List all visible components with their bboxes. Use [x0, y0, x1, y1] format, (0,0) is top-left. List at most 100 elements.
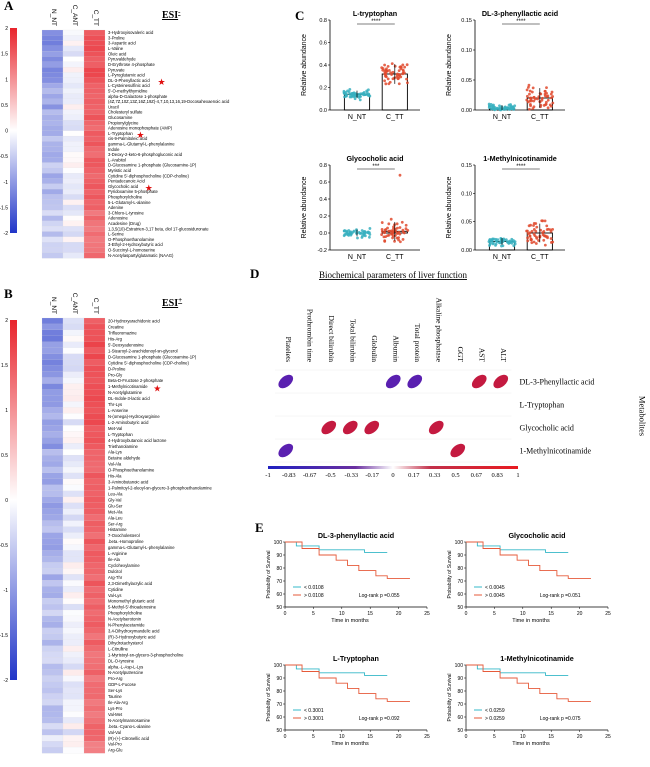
heatmap-cell	[41, 693, 64, 700]
heatmap-cell	[62, 675, 85, 682]
metabolite-label: Glucosamine	[108, 115, 133, 120]
heatmap-cell	[62, 141, 85, 148]
metabolite-row-label: DL-3-Phenyllactic acid	[520, 378, 595, 387]
heatmap-cell	[83, 199, 106, 206]
bar-scatter-plot: L-tryptophan 0.0 0.2 0.4 0.6 0.8 Relative abun…	[301, 9, 420, 121]
metabolite-label: Histamine	[108, 527, 127, 532]
plot-title: L-Tryptophan	[333, 654, 379, 663]
heatmap-cell	[41, 443, 64, 450]
heatmap-cell	[62, 627, 85, 635]
heatmap-cell	[41, 460, 64, 468]
heatmap-cell	[62, 383, 85, 390]
heatmap-cell	[83, 449, 106, 456]
data-point	[368, 231, 371, 235]
logrank-p: Log-rank p =0.055	[359, 593, 400, 599]
heatmap-cell	[83, 556, 106, 563]
heatmap-cell	[41, 120, 64, 126]
heatmap-panel-a: A ESI- N_NT C_ANT C_TT 3-Hydroxyisovaleric ac…	[0, 0, 230, 259]
data-point	[397, 69, 401, 73]
heatmap-cell	[41, 419, 64, 426]
metabolite-label: Ser-Arg	[108, 521, 123, 526]
heatmap-cell	[62, 194, 85, 201]
scale-label: -0.5	[325, 472, 335, 479]
data-point	[349, 230, 353, 234]
metabolite-label: Cytidine 5'-diphosphocholine (CDP-cholin…	[108, 173, 189, 178]
legend-low-label: < 0.0045	[485, 585, 505, 591]
data-point	[540, 219, 544, 223]
y-axis-label: Probability of Survival	[447, 673, 453, 721]
heatmap-cell	[62, 359, 85, 367]
heatmap-cell	[83, 114, 106, 121]
heatmap-cell	[62, 77, 85, 84]
heatmap-cell	[62, 82, 85, 89]
data-point	[348, 87, 352, 91]
y-tick-label: 80	[457, 566, 463, 572]
metabolite-label: 2,3-Dimethylacrylic acid	[108, 581, 153, 586]
y-tick-label: 100	[274, 540, 283, 546]
heatmap-cell	[41, 597, 64, 605]
heatmap-title-sup: -	[178, 8, 181, 16]
heatmap-cell	[83, 544, 106, 551]
survival-plot: 1-Methylnicotinamide 50 60 70 80 90 100 0 5 10 15 2…	[447, 654, 611, 747]
data-point	[386, 64, 390, 68]
heatmap-cell	[83, 699, 106, 706]
column-label: C_ANT	[71, 293, 78, 314]
heatmap-cell	[62, 135, 85, 142]
heatmap-cell	[62, 67, 85, 73]
heatmap-cell	[62, 615, 85, 623]
data-point	[380, 228, 384, 231]
bar-scatter-plot: 1-Methylnicotinamide 0.00 0.05 0.10 0.15 Rela…	[446, 154, 565, 261]
high-group-curve	[466, 541, 591, 579]
metabolite-label: His-Ala	[108, 474, 122, 479]
metabolite-label: 5'-Deoxyadenosine	[108, 342, 144, 347]
correlation-ellipse	[364, 420, 380, 435]
star-marker: ★	[157, 77, 165, 87]
metabolite-label: Acadesine (Drug)	[108, 221, 141, 226]
data-point	[393, 239, 396, 243]
legend-low-label: < 0.0108	[304, 585, 324, 591]
scale-label: 0.83	[491, 472, 502, 479]
metabolite-label: Ala-Leu	[108, 515, 123, 520]
x-tick-label: 0	[284, 734, 287, 740]
panel-letter: E	[255, 520, 264, 535]
y-tick-label: 0.0	[319, 108, 327, 114]
x-tick-label: 20	[577, 611, 583, 617]
heatmap-cell	[83, 597, 106, 605]
metabolite-label: Glu-Ser	[108, 503, 123, 508]
heatmap-cell	[62, 460, 85, 468]
scale-tick: 1	[5, 408, 8, 414]
heatmap-cell	[62, 335, 85, 343]
heatmap-cell	[41, 746, 64, 754]
metabolite-label: L-Arginine	[108, 551, 128, 556]
data-point	[541, 231, 545, 235]
data-point	[368, 235, 371, 239]
data-point	[525, 98, 529, 102]
heatmap-cell	[83, 663, 106, 670]
scale-tick: -1	[4, 180, 9, 186]
heatmap-cell	[83, 687, 106, 694]
data-point	[492, 105, 496, 109]
star-marker: ★	[153, 384, 161, 394]
x-tick-label: 15	[548, 734, 554, 740]
scale-label: 0.5	[451, 472, 459, 479]
correlation-ellipse	[428, 420, 444, 435]
metabolite-label: 3-Ethyl-2-Hydroxybutyric acid	[108, 242, 163, 247]
heatmap-cell	[41, 627, 64, 635]
data-point	[513, 242, 517, 246]
data-point	[506, 240, 510, 244]
metabolite-label: Uracil	[108, 104, 119, 109]
data-point	[526, 236, 530, 240]
x-tick-label: 5	[493, 734, 496, 740]
heatmap-cell	[83, 130, 106, 137]
survival-plot: Glycocholic acid 50 60 70 80 90 100 0 5 10 15 20 25 T…	[447, 531, 611, 624]
heatmap-cell	[41, 669, 64, 676]
y-tick-label: 90	[457, 553, 463, 559]
heatmap-cell	[83, 586, 106, 593]
heatmap-cell	[41, 454, 64, 462]
y-tick-label: 0.05	[461, 78, 472, 84]
heatmap-cell	[83, 135, 106, 142]
data-point	[543, 92, 547, 96]
heatmap-cell	[62, 520, 85, 527]
metabolite-label: .beta.-Homoproline	[108, 539, 144, 544]
scale-tick: 2	[5, 318, 8, 324]
